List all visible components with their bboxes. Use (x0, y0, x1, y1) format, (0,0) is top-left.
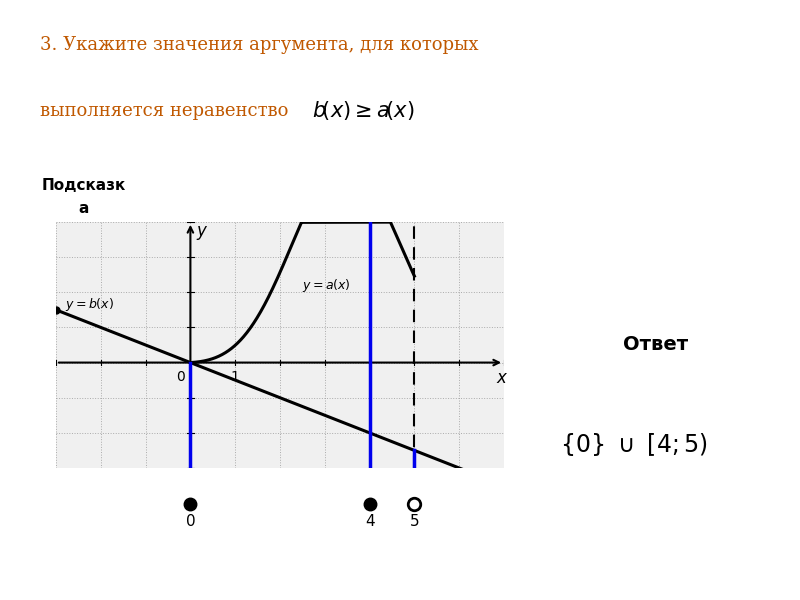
Text: 1: 1 (230, 370, 240, 385)
Text: 0: 0 (186, 514, 195, 529)
Text: $x$: $x$ (495, 369, 508, 387)
Text: $\{0\}\ \cup\ [4;5)$: $\{0\}\ \cup\ [4;5)$ (560, 431, 708, 457)
Text: выполняется неравенство: выполняется неравенство (40, 102, 300, 120)
Text: а: а (79, 202, 89, 216)
Text: $y = a(x)$: $y = a(x)$ (302, 277, 351, 294)
Text: Ответ: Ответ (623, 335, 689, 355)
Text: 0: 0 (176, 370, 185, 385)
Text: $y$: $y$ (196, 224, 208, 242)
Text: 4: 4 (365, 514, 374, 529)
Text: 5: 5 (410, 514, 419, 529)
Text: 3. Укажите значения аргумента, для которых: 3. Укажите значения аргумента, для котор… (40, 36, 478, 54)
Text: Подсказк: Подсказк (42, 178, 126, 193)
Text: $b\!\left(x\right)\geq a\!\left(x\right)$: $b\!\left(x\right)\geq a\!\left(x\right)… (312, 99, 414, 122)
Text: $y = b(x)$: $y = b(x)$ (65, 296, 114, 313)
